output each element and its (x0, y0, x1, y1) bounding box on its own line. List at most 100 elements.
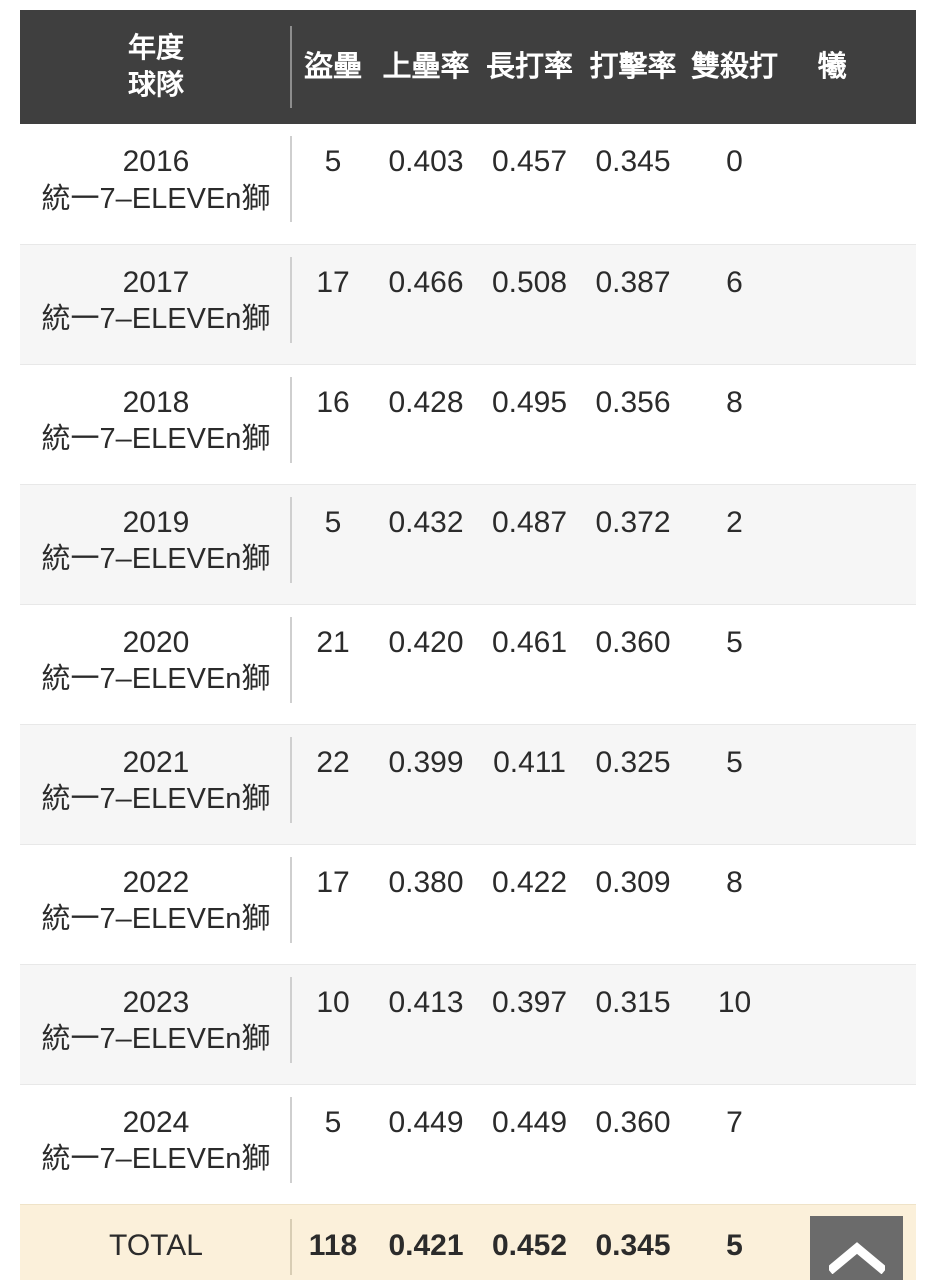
cell-season-team: 2023 統一7–ELEVEn獅 (20, 963, 292, 1085)
cell-slugging-pct: 0.487 (478, 483, 581, 605)
total-stolen-bases: 118 (292, 1203, 374, 1280)
cell-team: 統一7–ELEVEn獅 (41, 903, 271, 936)
cell-sacrifice (784, 243, 880, 365)
cell-sacrifice (784, 364, 880, 484)
cell-overflow (880, 483, 916, 605)
cell-sacrifice (784, 963, 880, 1085)
table-row[interactable]: 2016 統一7–ELEVEn獅 5 0.403 0.457 0.345 0 (20, 124, 916, 244)
cell-batting-avg: 0.360 (581, 604, 685, 724)
column-header-season-label: 年度 (127, 32, 184, 64)
cell-team: 統一7–ELEVEn獅 (41, 303, 271, 336)
cell-season-team: 2022 統一7–ELEVEn獅 (20, 844, 292, 964)
cell-season: 2021 (122, 745, 190, 779)
table-header: 年度 球隊 盜壘 上壘率 長打率 打擊率 雙殺打 犧 (20, 10, 916, 124)
cell-overflow (880, 364, 916, 484)
column-header-sacrifice[interactable]: 犧 (784, 10, 880, 124)
cell-season: 2022 (122, 865, 190, 899)
table-row[interactable]: 2021 統一7–ELEVEn獅 22 0.399 0.411 0.325 5 (20, 723, 916, 845)
player-season-stats-table: 年度 球隊 盜壘 上壘率 長打率 打擊率 雙殺打 犧 2016 統一7–EL (20, 10, 916, 1280)
table-body: 2016 統一7–ELEVEn獅 5 0.403 0.457 0.345 0 2… (20, 124, 916, 1280)
cell-team: 統一7–ELEVEn獅 (41, 543, 271, 576)
column-header-slugging-pct[interactable]: 長打率 (478, 10, 581, 124)
cell-sacrifice (784, 124, 880, 244)
cell-team: 統一7–ELEVEn獅 (41, 663, 271, 696)
stats-table-viewport[interactable]: 年度 球隊 盜壘 上壘率 長打率 打擊率 雙殺打 犧 2016 統一7–EL (20, 10, 916, 1280)
table-row[interactable]: 2017 統一7–ELEVEn獅 17 0.466 0.508 0.387 6 (20, 243, 916, 365)
cell-slugging-pct: 0.449 (478, 1084, 581, 1204)
cell-on-base-pct: 0.403 (374, 124, 478, 244)
table-row[interactable]: 2020 統一7–ELEVEn獅 21 0.420 0.461 0.360 5 (20, 604, 916, 724)
cell-sacrifice (784, 844, 880, 964)
cell-season-team: 2018 統一7–ELEVEn獅 (20, 364, 292, 484)
cell-batting-avg: 0.356 (581, 364, 685, 484)
total-label: TOTAL (20, 1203, 292, 1280)
cell-stolen-bases: 17 (292, 844, 374, 964)
column-header-season-team[interactable]: 年度 球隊 (20, 10, 292, 124)
cell-slugging-pct: 0.397 (478, 963, 581, 1085)
cell-season: 2017 (122, 265, 190, 299)
chevron-up-icon (828, 1242, 885, 1274)
cell-season: 2016 (122, 145, 190, 178)
cell-overflow (880, 723, 916, 845)
cell-stolen-bases: 21 (292, 604, 374, 724)
column-header-batting-avg[interactable]: 打擊率 (581, 10, 685, 124)
header-row: 年度 球隊 盜壘 上壘率 長打率 打擊率 雙殺打 犧 (20, 10, 916, 124)
cell-slugging-pct: 0.495 (478, 364, 581, 484)
cell-batting-avg: 0.360 (581, 1084, 685, 1204)
cell-double-plays: 10 (685, 963, 784, 1085)
cell-on-base-pct: 0.420 (374, 604, 478, 724)
cell-season: 2020 (122, 625, 190, 659)
column-header-overflow (880, 10, 916, 124)
cell-batting-avg: 0.325 (581, 723, 685, 845)
cell-overflow (880, 124, 916, 244)
cell-double-plays: 6 (685, 243, 784, 365)
cell-season-team: 2021 統一7–ELEVEn獅 (20, 723, 292, 845)
cell-team: 統一7–ELEVEn獅 (41, 1143, 271, 1176)
cell-double-plays: 8 (685, 364, 784, 484)
cell-on-base-pct: 0.449 (374, 1084, 478, 1204)
cell-stolen-bases: 5 (292, 1084, 374, 1204)
cell-slugging-pct: 0.508 (478, 243, 581, 365)
table-row[interactable]: 2018 統一7–ELEVEn獅 16 0.428 0.495 0.356 8 (20, 364, 916, 484)
cell-sacrifice (784, 1084, 880, 1204)
column-header-stolen-bases[interactable]: 盜壘 (292, 10, 374, 124)
cell-season: 2024 (122, 1105, 190, 1139)
cell-batting-avg: 0.315 (581, 963, 685, 1085)
cell-batting-avg: 0.309 (581, 844, 685, 964)
cell-on-base-pct: 0.399 (374, 723, 478, 845)
cell-double-plays: 7 (685, 1084, 784, 1204)
cell-on-base-pct: 0.466 (374, 243, 478, 365)
cell-sacrifice (784, 604, 880, 724)
cell-on-base-pct: 0.413 (374, 963, 478, 1085)
cell-overflow (880, 844, 916, 964)
cell-double-plays: 0 (685, 124, 784, 244)
cell-batting-avg: 0.372 (581, 483, 685, 605)
cell-sacrifice (784, 723, 880, 845)
cell-overflow (880, 243, 916, 365)
cell-double-plays: 2 (685, 483, 784, 605)
cell-season: 2023 (122, 985, 190, 1019)
cell-season: 2018 (122, 385, 190, 419)
cell-batting-avg: 0.387 (581, 243, 685, 365)
column-header-on-base-pct[interactable]: 上壘率 (374, 10, 478, 124)
table-row[interactable]: 2022 統一7–ELEVEn獅 17 0.380 0.422 0.309 8 (20, 844, 916, 964)
scroll-to-top-button[interactable] (810, 1216, 903, 1280)
cell-slugging-pct: 0.422 (478, 844, 581, 964)
cell-season: 2019 (122, 505, 190, 539)
table-row[interactable]: 2024 統一7–ELEVEn獅 5 0.449 0.449 0.360 7 (20, 1084, 916, 1204)
cell-on-base-pct: 0.428 (374, 364, 478, 484)
cell-double-plays: 5 (685, 723, 784, 845)
total-on-base-pct: 0.421 (374, 1203, 478, 1280)
cell-on-base-pct: 0.432 (374, 483, 478, 605)
column-header-double-plays[interactable]: 雙殺打 (685, 10, 784, 124)
cell-team: 統一7–ELEVEn獅 (41, 1023, 271, 1056)
table-row[interactable]: 2019 統一7–ELEVEn獅 5 0.432 0.487 0.372 2 (20, 483, 916, 605)
table-row[interactable]: 2023 統一7–ELEVEn獅 10 0.413 0.397 0.315 10 (20, 963, 916, 1085)
cell-stolen-bases: 22 (292, 723, 374, 845)
total-batting-avg: 0.345 (581, 1203, 685, 1280)
cell-team: 統一7–ELEVEn獅 (41, 423, 271, 456)
cell-season-team: 2020 統一7–ELEVEn獅 (20, 604, 292, 724)
cell-team: 統一7–ELEVEn獅 (41, 783, 271, 816)
cell-season-team: 2017 統一7–ELEVEn獅 (20, 243, 292, 365)
